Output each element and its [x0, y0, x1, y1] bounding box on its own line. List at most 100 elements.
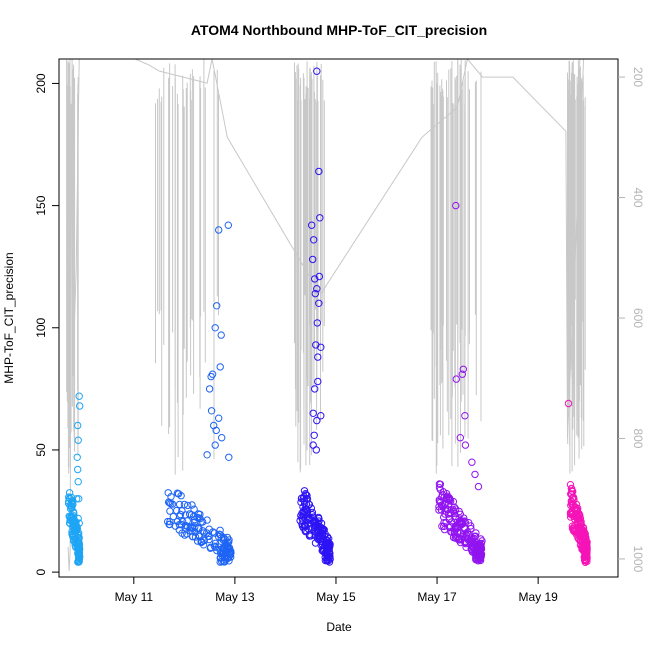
- y-axis-label: MHP-ToF_CIT_precision: [2, 252, 16, 383]
- point-cluster-4: [446, 509, 454, 517]
- chart-title: ATOM4 Northbound MHP-ToF_CIT_precision: [191, 22, 487, 38]
- point-cluster-2: [211, 543, 220, 551]
- point-cluster-4: [461, 538, 470, 546]
- point-cluster-1: [75, 553, 84, 561]
- point-cluster-2: [166, 517, 174, 526]
- point-cluster-1: [75, 558, 83, 566]
- x-tick-label: May 11: [115, 590, 154, 604]
- point-outlier: [456, 434, 464, 442]
- point-cluster-2: [174, 490, 183, 498]
- point-cluster-2: [221, 553, 229, 562]
- point-cluster-4: [435, 496, 443, 504]
- plot-clip-group: [64, 59, 591, 572]
- point-outlier: [205, 385, 214, 393]
- point-cluster-3: [319, 529, 327, 538]
- point-cluster-5: [581, 531, 589, 539]
- y-tick-label: 50: [34, 443, 48, 457]
- point-cluster-1: [67, 503, 76, 511]
- point-cluster-1: [68, 517, 76, 525]
- point-outlier: [313, 67, 321, 75]
- point-cluster-2: [199, 527, 207, 535]
- point-outlier: [452, 375, 460, 383]
- point-cluster-5: [582, 552, 590, 560]
- point-outlier: [73, 524, 81, 532]
- point-outlier: [76, 402, 84, 410]
- point-cluster-2: [180, 500, 189, 509]
- point-outlier: [452, 201, 460, 210]
- point-cluster-2: [210, 542, 219, 550]
- point-outlier: [459, 365, 467, 373]
- point-outlier: [564, 399, 573, 408]
- point-cluster-4: [451, 512, 460, 521]
- point-cluster-3: [304, 515, 312, 524]
- right-axis-line-series: [66, 59, 586, 572]
- point-cluster-2: [184, 501, 192, 510]
- point-cluster-5: [574, 534, 582, 542]
- point-outlier: [224, 221, 233, 229]
- y-tick-label: 0: [34, 568, 48, 575]
- point-outlier: [74, 465, 82, 474]
- point-cluster-2: [165, 520, 174, 529]
- point-outlier: [468, 458, 476, 466]
- point-cluster-2: [178, 529, 186, 537]
- point-outlier: [315, 272, 323, 281]
- point-outlier: [317, 343, 325, 351]
- point-cluster-2: [169, 512, 178, 521]
- line-spikes-cluster-4: [430, 59, 482, 474]
- point-cluster-4: [456, 510, 464, 518]
- point-cluster-4: [475, 551, 484, 559]
- point-cluster-5: [566, 513, 575, 521]
- point-cluster-2: [183, 517, 191, 525]
- point-outlier: [218, 434, 226, 442]
- point-cluster-4: [445, 493, 453, 502]
- point-cluster-2: [214, 543, 223, 551]
- point-cluster-3: [323, 539, 332, 547]
- point-cluster-2: [175, 500, 184, 509]
- point-outlier: [315, 299, 323, 307]
- point-cluster-2: [190, 515, 199, 524]
- point-cluster-4: [477, 552, 485, 561]
- point-outlier: [75, 519, 83, 527]
- point-outlier: [73, 453, 81, 461]
- point-cluster-4: [462, 543, 470, 551]
- point-outlier: [213, 302, 221, 310]
- right-y-tick-label: 200: [631, 67, 645, 87]
- point-outlier: [211, 324, 219, 332]
- point-cluster-2: [190, 505, 198, 513]
- point-cluster-3: [302, 526, 310, 535]
- point-outlier: [74, 514, 82, 523]
- x-tick-label: May 15: [316, 590, 356, 604]
- point-cluster-2: [205, 535, 213, 544]
- point-outlier: [74, 421, 82, 430]
- point-cluster-4: [440, 525, 449, 534]
- point-cluster-4: [465, 519, 473, 527]
- point-outlier: [75, 529, 83, 537]
- point-cluster-2: [176, 510, 185, 519]
- point-cluster-3: [311, 539, 320, 547]
- point-cluster-4: [472, 529, 480, 537]
- point-outlier: [471, 470, 479, 479]
- scatter-points: [64, 67, 591, 566]
- line-spikes-cluster-3: [294, 61, 325, 473]
- point-outlier: [75, 392, 83, 400]
- point-outlier: [474, 482, 483, 491]
- point-cluster-4: [473, 553, 482, 561]
- point-outlier: [225, 453, 233, 461]
- point-outlier: [317, 412, 325, 420]
- point-cluster-2: [181, 521, 190, 530]
- point-outlier: [313, 285, 321, 293]
- point-cluster-4: [441, 500, 449, 509]
- point-outlier: [461, 441, 470, 449]
- x-tick-label: May 19: [518, 590, 558, 604]
- point-cluster-2: [173, 517, 182, 526]
- point-cluster-2: [167, 500, 175, 508]
- y-tick-label: 200: [34, 73, 48, 93]
- point-outlier: [313, 416, 321, 425]
- point-outlier: [73, 495, 81, 503]
- point-outlier: [208, 370, 217, 378]
- line-spikes-cluster-2: [155, 59, 219, 475]
- point-cluster-4: [462, 530, 470, 538]
- point-cluster-3: [313, 528, 322, 536]
- point-outlier: [74, 436, 82, 444]
- point-cluster-3: [307, 532, 315, 540]
